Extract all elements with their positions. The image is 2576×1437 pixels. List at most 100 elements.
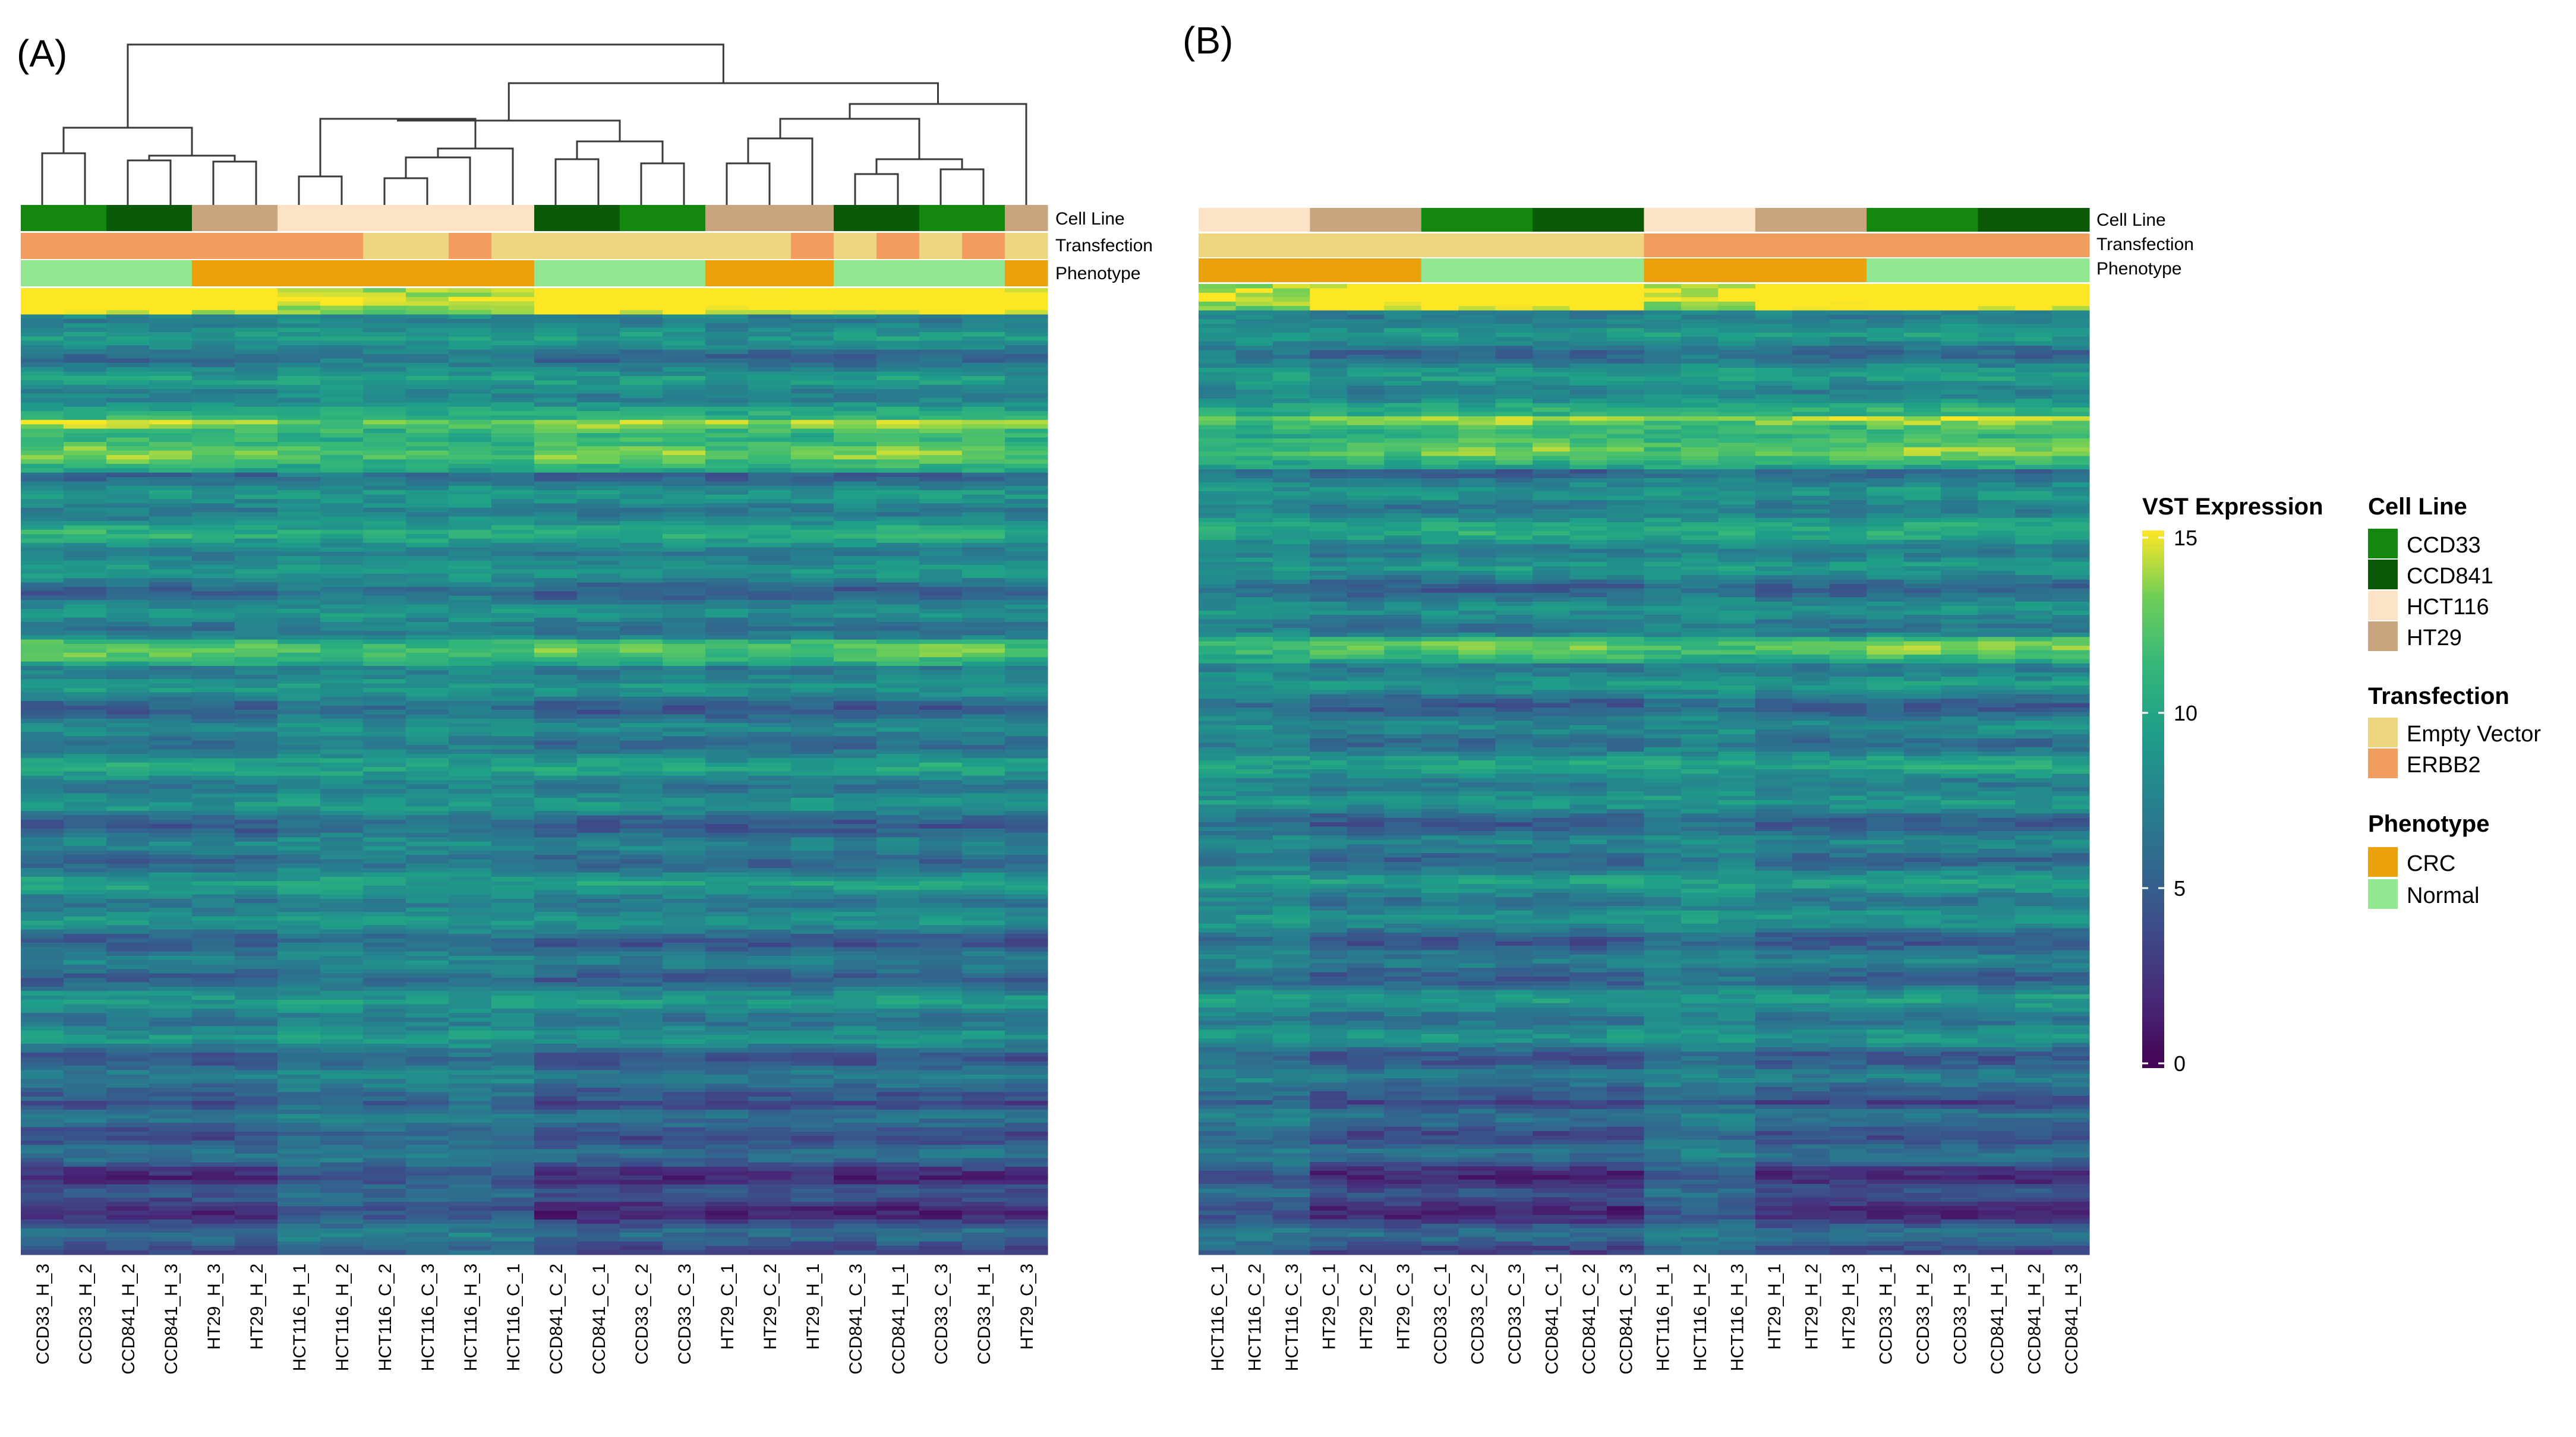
a-heatmap-cell [620,727,663,732]
a-heatmap-cell [406,1233,449,1238]
a-heatmap-cell [534,876,578,882]
a-heatmap-cell [491,1114,535,1119]
a-heatmap-cell [919,1105,963,1110]
a-heatmap-cell [962,503,1005,509]
a-heatmap-cell [791,1092,834,1097]
a-heatmap-cell [363,323,406,329]
a-heatmap-cell [21,916,64,921]
a-heatmap-cell [278,498,321,504]
a-heatmap-cell [919,564,963,570]
a-heatmap-cell [876,797,920,803]
a-heatmap-cell [406,520,449,526]
a-heatmap-cell [577,872,620,877]
a-heatmap-cell [748,784,792,789]
a-heatmap-cell [834,340,877,346]
a-heatmap-cell [406,371,449,377]
a-heatmap-cell [406,916,449,921]
a-heatmap-cell [705,670,749,675]
a-heatmap-cell [534,639,578,645]
a-heatmap-cell [106,947,150,952]
a-heatmap-cell [491,1048,535,1053]
a-heatmap-cell [21,890,64,895]
a-heatmap-cell [876,556,920,561]
a-heatmap-cell [748,1241,792,1246]
a-heatmap-cell [834,397,877,403]
a-heatmap-cell [791,301,834,307]
a-heatmap-cell [106,951,150,956]
a-heatmap-cell [21,630,64,636]
a-heatmap-cell [449,630,492,636]
a-heatmap-cell [64,898,107,904]
a-heatmap-cell [491,696,535,702]
a-heatmap-cell [791,956,834,961]
a-heatmap-cell [21,323,64,329]
a-heatmap-cell [106,406,150,412]
a-heatmap-cell [577,1127,620,1132]
a-heatmap-cell [320,758,364,763]
a-heatmap-cell [64,666,107,671]
a-heatmap-cell [663,995,706,1000]
a-heatmap-cell [449,1030,492,1035]
a-annotation-transfection-cell [491,233,535,259]
a-heatmap-cell [791,353,834,359]
a-heatmap-cell [21,1250,64,1255]
a-heatmap-cell [320,1035,364,1040]
a-heatmap-cell [449,718,492,724]
a-heatmap-cell [748,1189,792,1194]
a-heatmap-cell [192,1087,235,1092]
a-heatmap-cell [748,696,792,702]
a-heatmap-cell [962,477,1005,482]
a-heatmap-cell [406,450,449,456]
a-heatmap-cell [620,327,663,333]
a-heatmap-cell [21,1044,64,1049]
a-heatmap-cell [577,402,620,408]
a-heatmap-cell [406,1158,449,1163]
a-heatmap-cell [406,375,449,381]
a-heatmap-cell [663,661,706,667]
a-heatmap-cell [705,1057,749,1062]
a-heatmap-cell [620,1065,663,1070]
a-heatmap-cell [21,1149,64,1154]
a-heatmap-cell [620,520,663,526]
a-annotation-cell-line-cell [962,205,1005,231]
a-heatmap-cell [620,288,663,293]
a-heatmap-cell [620,644,663,649]
a-heatmap-cell [278,1048,321,1053]
a-heatmap-cell [919,863,963,868]
a-heatmap-cell [705,468,749,473]
a-heatmap-cell [406,859,449,864]
a-heatmap-cell [834,986,877,991]
a-heatmap-cell [406,340,449,346]
a-heatmap-cell [705,731,749,737]
a-heatmap-cell [235,586,278,592]
a-heatmap-cell [363,846,406,851]
a-heatmap-cell [106,1083,150,1088]
a-heatmap-cell [748,1035,792,1040]
a-heatmap-cell [791,516,834,522]
a-heatmap-cell [64,740,107,746]
a-heatmap-cell [919,301,963,307]
a-heatmap-cell [64,393,107,399]
a-heatmap-cell [577,859,620,864]
a-heatmap-cell [577,494,620,500]
a-heatmap-cell [449,305,492,311]
a-heatmap-cell [620,762,663,768]
a-heatmap-cell [876,411,920,416]
a-heatmap-cell [106,991,150,996]
a-heatmap-cell [663,978,706,983]
a-heatmap-cell [534,498,578,504]
a-heatmap-cell [791,1140,834,1145]
a-heatmap-cell [748,872,792,877]
a-heatmap-cell [449,573,492,579]
a-heatmap-cell [64,494,107,500]
a-heatmap-cell [876,1219,920,1224]
a-heatmap-cell [491,956,535,961]
a-heatmap-cell [363,938,406,943]
a-heatmap-cell [21,907,64,912]
a-heatmap-cell [834,455,877,460]
a-heatmap-cell [748,358,792,364]
a-heatmap-cell [64,727,107,732]
a-heatmap-cell [663,986,706,991]
a-heatmap-cell [406,468,449,473]
a-heatmap-cell [278,397,321,403]
